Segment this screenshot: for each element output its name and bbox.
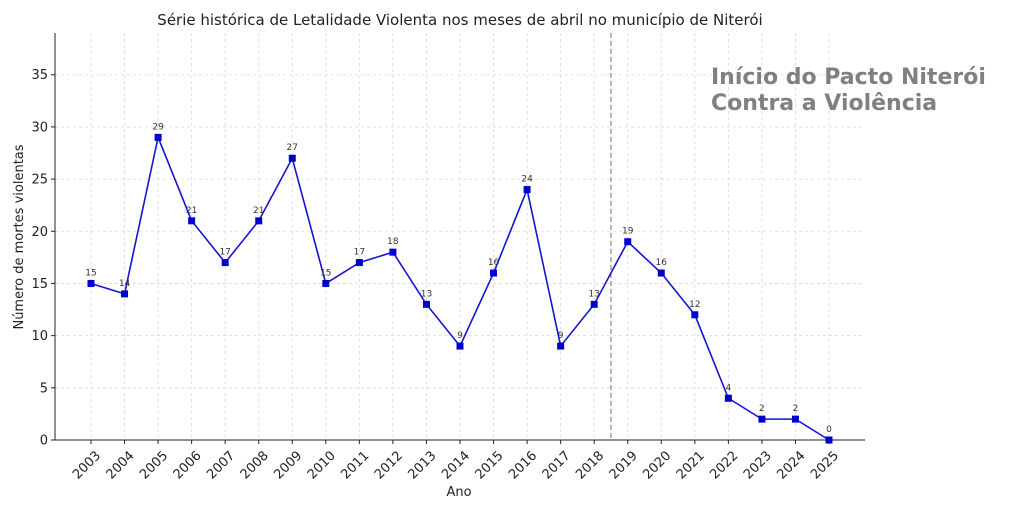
data-label: 14 — [119, 279, 131, 289]
data-point-marker — [523, 186, 531, 194]
data-point-marker — [557, 342, 565, 350]
data-label: 21 — [253, 206, 264, 216]
x-tick-label: 2016 — [506, 448, 540, 482]
data-label: 18 — [387, 237, 399, 247]
data-point-marker — [691, 311, 699, 319]
x-tick-label: 2014 — [439, 448, 473, 482]
x-tick-label: 2021 — [674, 448, 708, 482]
data-point-marker — [422, 300, 430, 308]
y-tick-label: 25 — [31, 173, 48, 188]
data-label: 16 — [488, 258, 500, 268]
x-axis-ticks: 2003 2004 2005 2006 2007 2008 2009 2010 2011 2012… — [70, 440, 842, 482]
y-tick-label: 15 — [31, 277, 48, 292]
data-point-marker — [624, 238, 632, 246]
y-tick-label: 0 — [40, 434, 48, 449]
data-point-marker — [657, 269, 665, 277]
data-label: 24 — [521, 175, 533, 185]
data-label: 16 — [656, 258, 668, 268]
x-tick-label: 2010 — [305, 448, 339, 482]
y-tick-label: 35 — [31, 68, 48, 83]
data-point-marker — [322, 279, 330, 287]
x-tick-label: 2022 — [707, 448, 741, 482]
data-point-marker — [590, 300, 598, 308]
data-point-marker — [87, 279, 95, 287]
x-tick-label: 2023 — [741, 448, 775, 482]
data-point-marker — [121, 290, 129, 298]
x-axis-label: Ano — [446, 485, 471, 500]
data-label: 13 — [421, 289, 432, 299]
data-point-marker — [825, 436, 833, 444]
data-label: 4 — [725, 383, 731, 393]
data-label: 19 — [622, 227, 634, 237]
data-point-marker — [288, 154, 296, 162]
data-label: 12 — [689, 300, 700, 310]
data-labels: 15 14 29 21 17 21 27 15 17 18 13 9 16 24 9 13 19 16 12 4 2 2 0 — [85, 122, 832, 435]
y-tick-label: 30 — [31, 120, 48, 135]
data-label: 2 — [759, 404, 765, 414]
annotation-line-1: Início do Pacto Niterói — [711, 65, 986, 90]
annotation-line-2: Contra a Violência — [711, 91, 937, 116]
x-tick-label: 2005 — [137, 448, 171, 482]
x-tick-label: 2003 — [70, 448, 104, 482]
data-label: 0 — [826, 425, 832, 435]
data-label: 2 — [793, 404, 799, 414]
data-label: 29 — [152, 122, 164, 132]
chart-title: Série histórica de Letalidade Violenta n… — [157, 11, 762, 29]
data-point-marker — [188, 217, 196, 225]
data-point-marker — [389, 248, 397, 256]
x-tick-label: 2011 — [338, 448, 372, 482]
x-tick-label: 2012 — [372, 448, 406, 482]
data-point-marker — [490, 269, 498, 277]
x-tick-label: 2008 — [238, 448, 272, 482]
data-label: 15 — [85, 268, 96, 278]
x-tick-label: 2024 — [774, 448, 808, 482]
data-label: 15 — [320, 268, 331, 278]
y-axis-label: Número de mortes violentas — [12, 144, 27, 329]
data-label: 27 — [287, 143, 298, 153]
x-tick-label: 2006 — [171, 448, 205, 482]
x-tick-label: 2017 — [540, 448, 574, 482]
series-line — [87, 133, 833, 444]
data-label: 9 — [558, 331, 564, 341]
x-tick-label: 2004 — [104, 448, 138, 482]
x-tick-label: 2019 — [607, 448, 641, 482]
grid — [55, 33, 865, 441]
x-tick-label: 2015 — [473, 448, 507, 482]
data-label: 13 — [588, 289, 599, 299]
data-point-marker — [791, 415, 799, 423]
x-tick-label: 2007 — [204, 448, 238, 482]
data-label: 9 — [457, 331, 463, 341]
data-label: 17 — [354, 248, 365, 258]
data-point-marker — [355, 259, 363, 267]
x-tick-label: 2018 — [573, 448, 607, 482]
x-tick-label: 2009 — [271, 448, 305, 482]
x-tick-label: 2020 — [640, 448, 674, 482]
data-point-marker — [758, 415, 766, 423]
y-tick-label: 5 — [40, 381, 48, 396]
y-tick-label: 10 — [31, 329, 48, 344]
data-point-marker — [724, 394, 732, 402]
x-tick-label: 2025 — [808, 448, 842, 482]
y-axis-ticks: 0 5 10 15 20 25 30 35 — [31, 68, 55, 449]
data-point-marker — [221, 259, 229, 267]
data-label: 21 — [186, 206, 197, 216]
data-point-marker — [154, 133, 162, 141]
y-tick-label: 20 — [31, 225, 48, 240]
data-point-marker — [255, 217, 263, 225]
data-label: 17 — [219, 248, 230, 258]
x-tick-label: 2013 — [405, 448, 439, 482]
data-point-marker — [456, 342, 464, 350]
